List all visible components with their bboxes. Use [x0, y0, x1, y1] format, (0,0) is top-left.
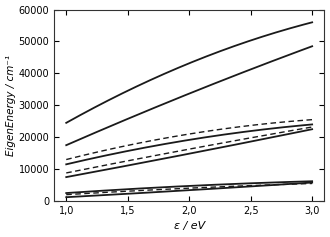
Y-axis label: EigenEnergy / cm⁻¹: EigenEnergy / cm⁻¹ — [6, 55, 16, 156]
X-axis label: ε / eV: ε / eV — [174, 221, 205, 232]
